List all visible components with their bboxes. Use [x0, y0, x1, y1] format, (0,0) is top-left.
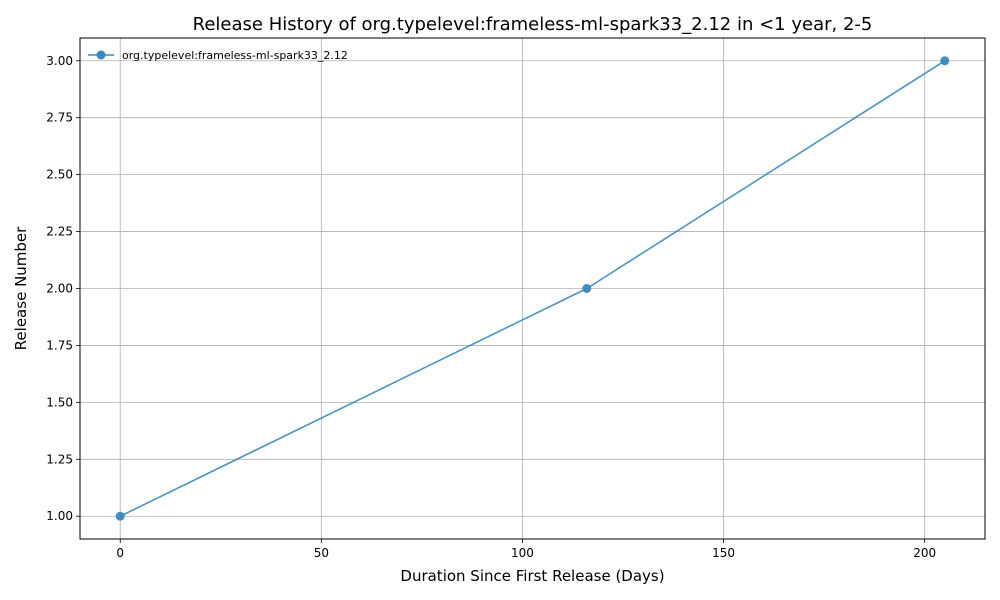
- y-tick-label: 1.50: [46, 395, 73, 409]
- y-tick-label: 2.25: [46, 225, 73, 239]
- legend: org.typelevel:frameless-ml-spark33_2.12: [88, 49, 348, 62]
- y-tick-label: 1.75: [46, 338, 73, 352]
- x-tick-label: 100: [511, 546, 534, 560]
- x-tick-label: 200: [913, 546, 936, 560]
- ticks: 0 50 100 150 200 1.00 1.25 1.50 1.75 2.00 2.25 2.50…: [46, 54, 936, 560]
- y-tick-label: 1.25: [46, 452, 73, 466]
- legend-label: org.typelevel:frameless-ml-spark33_2.12: [122, 49, 348, 62]
- x-tick-label: 50: [314, 546, 329, 560]
- x-tick-label: 150: [712, 546, 735, 560]
- y-tick-label: 1.00: [46, 509, 73, 523]
- y-tick-label: 3.00: [46, 54, 73, 68]
- x-axis-label: Duration Since First Release (Days): [400, 567, 664, 585]
- legend-marker: [96, 50, 106, 60]
- data-point: [115, 511, 125, 521]
- y-tick-label: 2.50: [46, 168, 73, 182]
- data-point: [940, 56, 950, 66]
- series-layer: [115, 56, 950, 521]
- y-axis-label: Release Number: [12, 226, 30, 350]
- x-tick-label: 0: [116, 546, 124, 560]
- chart-title: Release History of org.typelevel:framele…: [193, 14, 873, 35]
- grid: [80, 38, 985, 539]
- y-tick-label: 2.75: [46, 111, 73, 125]
- y-tick-label: 2.00: [46, 282, 73, 296]
- data-point: [582, 284, 592, 293]
